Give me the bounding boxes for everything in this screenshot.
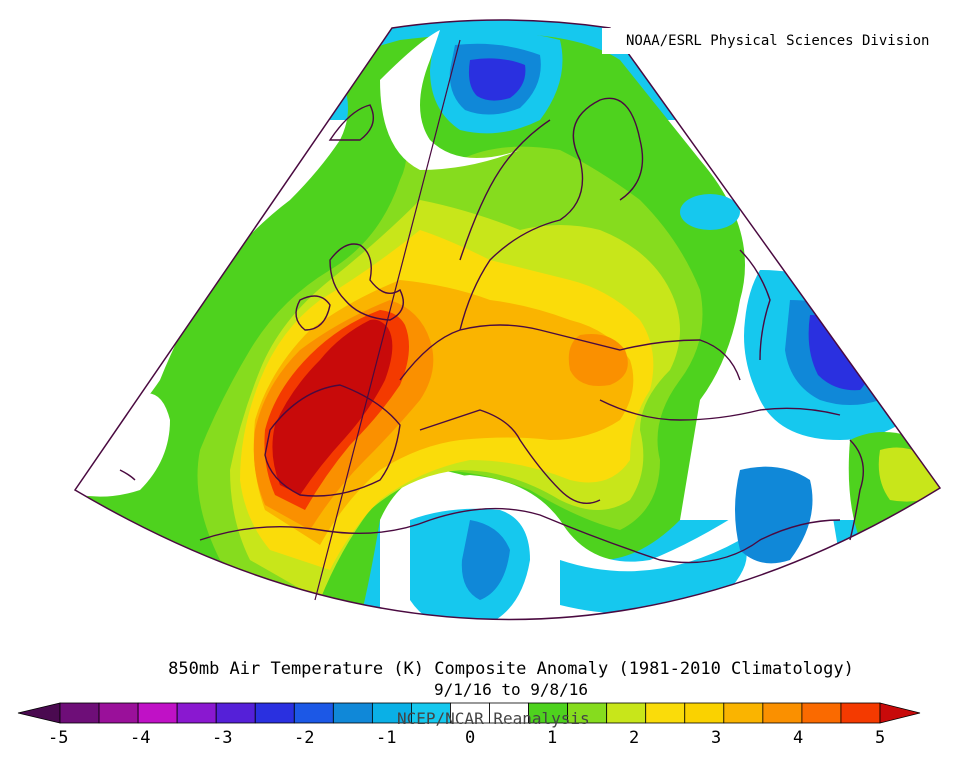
colorbar-tick-label: -2 — [294, 728, 315, 748]
colorbar-tick-label: 3 — [711, 728, 722, 748]
colorbar-arrow-high — [879, 702, 921, 724]
map-border — [73, 19, 942, 621]
colorbar-arrow-low — [17, 702, 61, 724]
colorbar-cell — [215, 702, 256, 724]
colorbar-tick-label: 5 — [875, 728, 886, 748]
colorbar — [17, 702, 921, 724]
colorbar-cell — [254, 702, 295, 724]
colorbar-cell — [98, 702, 139, 724]
colorbar-cell — [332, 702, 373, 724]
colorbar-tick-label: -4 — [130, 728, 151, 748]
colorbar-cell — [762, 702, 803, 724]
colorbar-cell — [645, 702, 686, 724]
colorbar-cell — [801, 702, 842, 724]
anomaly-field — [75, 20, 940, 620]
colorbar-cell — [723, 702, 764, 724]
colorbar-cell — [840, 702, 881, 724]
source-label: NCEP/NCAR Reanalysis — [397, 709, 590, 728]
colorbar-cell — [606, 702, 647, 724]
colorbar-tick-label: 1 — [547, 728, 558, 748]
colorbar-tick-label: 0 — [465, 728, 476, 748]
anomaly-map — [73, 19, 942, 621]
colorbar-cell — [176, 702, 217, 724]
credit-label: NOAA/ESRL Physical Sciences Division — [602, 28, 947, 54]
colorbar-cell — [684, 702, 725, 724]
chart-title: 850mb Air Temperature (K) Composite Anom… — [168, 659, 854, 679]
colorbar-tick-label: -1 — [376, 728, 397, 748]
date-range: 9/1/16 to 9/8/16 — [433, 680, 589, 699]
colorbar-cell — [137, 702, 178, 724]
colorbar-tick-label: 4 — [793, 728, 804, 748]
colorbar-tick-label: 2 — [629, 728, 640, 748]
colorbar-tick-label: -5 — [48, 728, 69, 748]
colorbar-tick-label: -3 — [212, 728, 233, 748]
colorbar-cell — [293, 702, 334, 724]
colorbar-cell — [59, 702, 100, 724]
coastlines — [119, 97, 864, 564]
